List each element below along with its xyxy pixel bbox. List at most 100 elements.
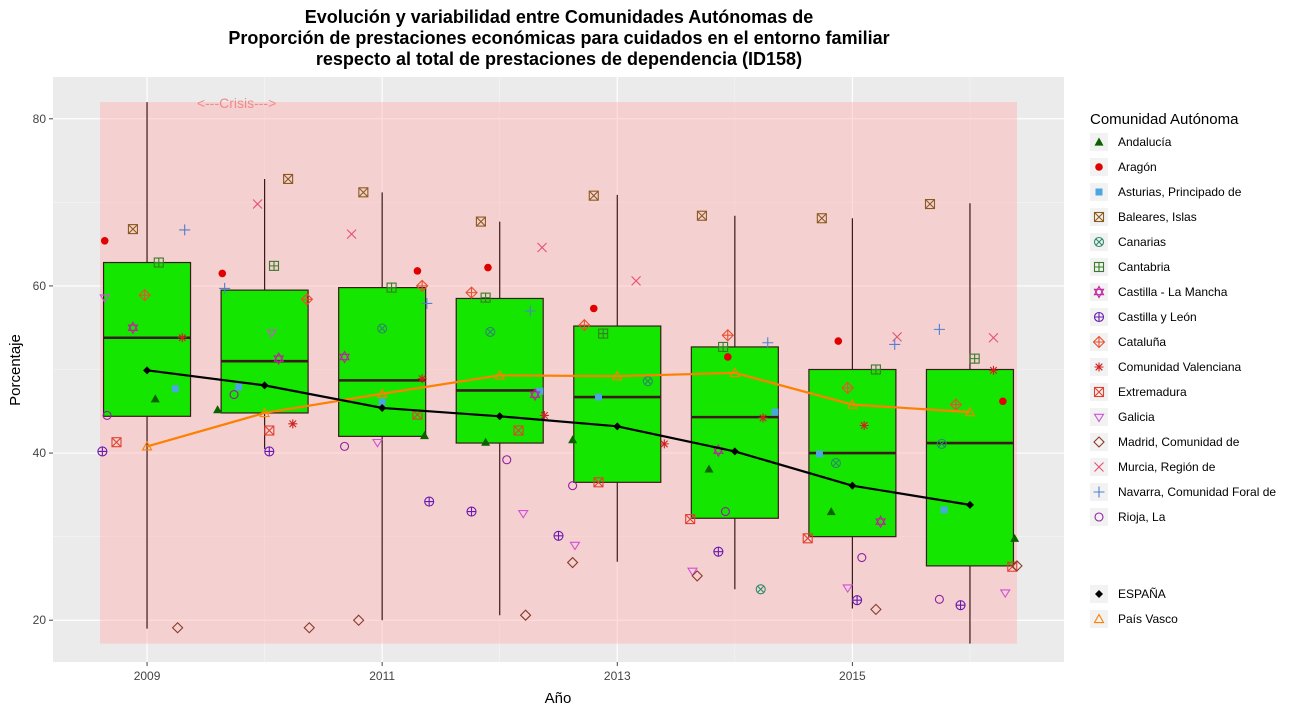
data-point xyxy=(537,242,547,253)
data-point xyxy=(721,328,735,342)
data-point xyxy=(933,323,945,335)
data-point xyxy=(852,595,863,606)
data-point xyxy=(179,224,191,236)
data-point xyxy=(153,257,164,268)
data-point xyxy=(475,216,486,227)
x-axis-title: Año xyxy=(545,690,572,707)
legend-key xyxy=(1090,408,1108,426)
data-point xyxy=(171,385,179,393)
data-point xyxy=(815,450,823,458)
x-axis-ticks: 2009 2011 2013 2015 xyxy=(134,662,866,683)
legend-key xyxy=(1090,433,1108,451)
box-2014 xyxy=(690,215,779,590)
data-point xyxy=(842,584,854,594)
line-point xyxy=(611,370,623,381)
data-point xyxy=(371,438,383,448)
box-body xyxy=(690,346,779,519)
series-castilla-y-leon xyxy=(97,446,966,611)
data-point xyxy=(758,413,768,423)
data-point xyxy=(424,496,435,507)
data-point xyxy=(553,530,564,541)
data-point xyxy=(352,614,365,626)
data-point xyxy=(219,282,231,294)
data-point xyxy=(150,394,160,403)
legend-label: Extremadura xyxy=(1118,385,1187,399)
data-point xyxy=(303,621,316,634)
legend-marker xyxy=(1095,188,1103,196)
data-point xyxy=(111,437,122,448)
line-point xyxy=(143,366,152,375)
point-group xyxy=(97,173,1023,634)
y-axis-title: Porcentaje xyxy=(7,334,24,406)
legend-marker xyxy=(1094,362,1104,372)
chart-title: Evolución y variabilidad entre Comunidad… xyxy=(228,7,889,69)
series-madrid-comunidad-de xyxy=(171,556,1023,634)
legend: Comunidad Autónoma Andalucía Aragón Asturi… xyxy=(1090,111,1276,628)
data-point xyxy=(300,293,314,306)
data-point xyxy=(755,584,766,595)
series-comunidad-valenciana xyxy=(177,333,998,449)
data-point xyxy=(99,294,111,304)
legend-item-asturias-principado-de: Asturias, Principado de xyxy=(1090,183,1242,201)
legend-item-aragon: Aragón xyxy=(1090,158,1157,176)
data-point xyxy=(229,390,239,400)
line-path xyxy=(146,369,971,506)
chart-title-line-1: Evolución y variabilidad entre Comunidad… xyxy=(305,7,813,27)
legend-label: Galicia xyxy=(1118,410,1155,424)
legend-key xyxy=(1090,283,1108,301)
data-point xyxy=(889,338,901,350)
data-point xyxy=(999,397,1007,406)
legend-marker xyxy=(1094,462,1104,472)
data-point xyxy=(598,328,609,339)
data-point xyxy=(723,353,732,361)
data-point xyxy=(419,431,429,440)
legend-marker xyxy=(1095,590,1103,598)
data-point xyxy=(892,332,902,342)
data-point xyxy=(502,455,512,465)
line-point xyxy=(613,422,622,431)
data-point xyxy=(859,420,869,430)
legend-key xyxy=(1090,508,1108,526)
data-point xyxy=(127,224,138,235)
box-body xyxy=(102,261,192,417)
line-point xyxy=(964,406,976,417)
line-point xyxy=(846,398,858,409)
line-point xyxy=(730,447,739,456)
y-tick-label: 60 xyxy=(33,279,47,293)
series-asturias-principado-de xyxy=(171,383,948,514)
data-point xyxy=(177,333,187,343)
data-point xyxy=(466,506,477,517)
data-point xyxy=(264,425,275,436)
x-tick-label: 2013 xyxy=(604,669,631,683)
legend-marker xyxy=(1093,486,1105,498)
legend-item-comunidad-valenciana: Comunidad Valenciana xyxy=(1090,358,1242,376)
data-point xyxy=(857,552,867,563)
series-aragon xyxy=(100,237,1007,406)
legend-item-castilla-y-leon: Castilla y León xyxy=(1090,308,1197,326)
legend-label: Castilla - La Mancha xyxy=(1118,285,1228,299)
box-2010 xyxy=(220,178,309,449)
data-point xyxy=(642,376,653,387)
series-canarias xyxy=(377,323,947,595)
chart-title-line-2: Proporción de prestaciones económicas pa… xyxy=(228,28,889,48)
line-pais-vasco xyxy=(141,367,976,451)
data-point xyxy=(830,458,841,469)
data-point xyxy=(266,329,278,339)
legend-label: Aragón xyxy=(1118,160,1157,174)
series-baleares-islas xyxy=(127,173,936,235)
data-point xyxy=(720,507,730,517)
data-point xyxy=(949,398,963,411)
data-point xyxy=(816,213,827,224)
legend-item-cantabria: Cantabria xyxy=(1090,258,1170,276)
data-point xyxy=(593,477,604,488)
chart-title-line-3: respecto al total de prestaciones de dep… xyxy=(316,49,802,69)
data-point xyxy=(268,260,280,271)
data-point xyxy=(696,210,707,221)
data-point xyxy=(378,398,386,406)
x-tick-label: 2011 xyxy=(369,669,395,683)
data-point xyxy=(97,446,108,457)
data-point xyxy=(138,288,151,302)
legend-marker xyxy=(1092,335,1106,349)
data-point xyxy=(484,263,492,272)
legend-marker xyxy=(1093,436,1105,448)
